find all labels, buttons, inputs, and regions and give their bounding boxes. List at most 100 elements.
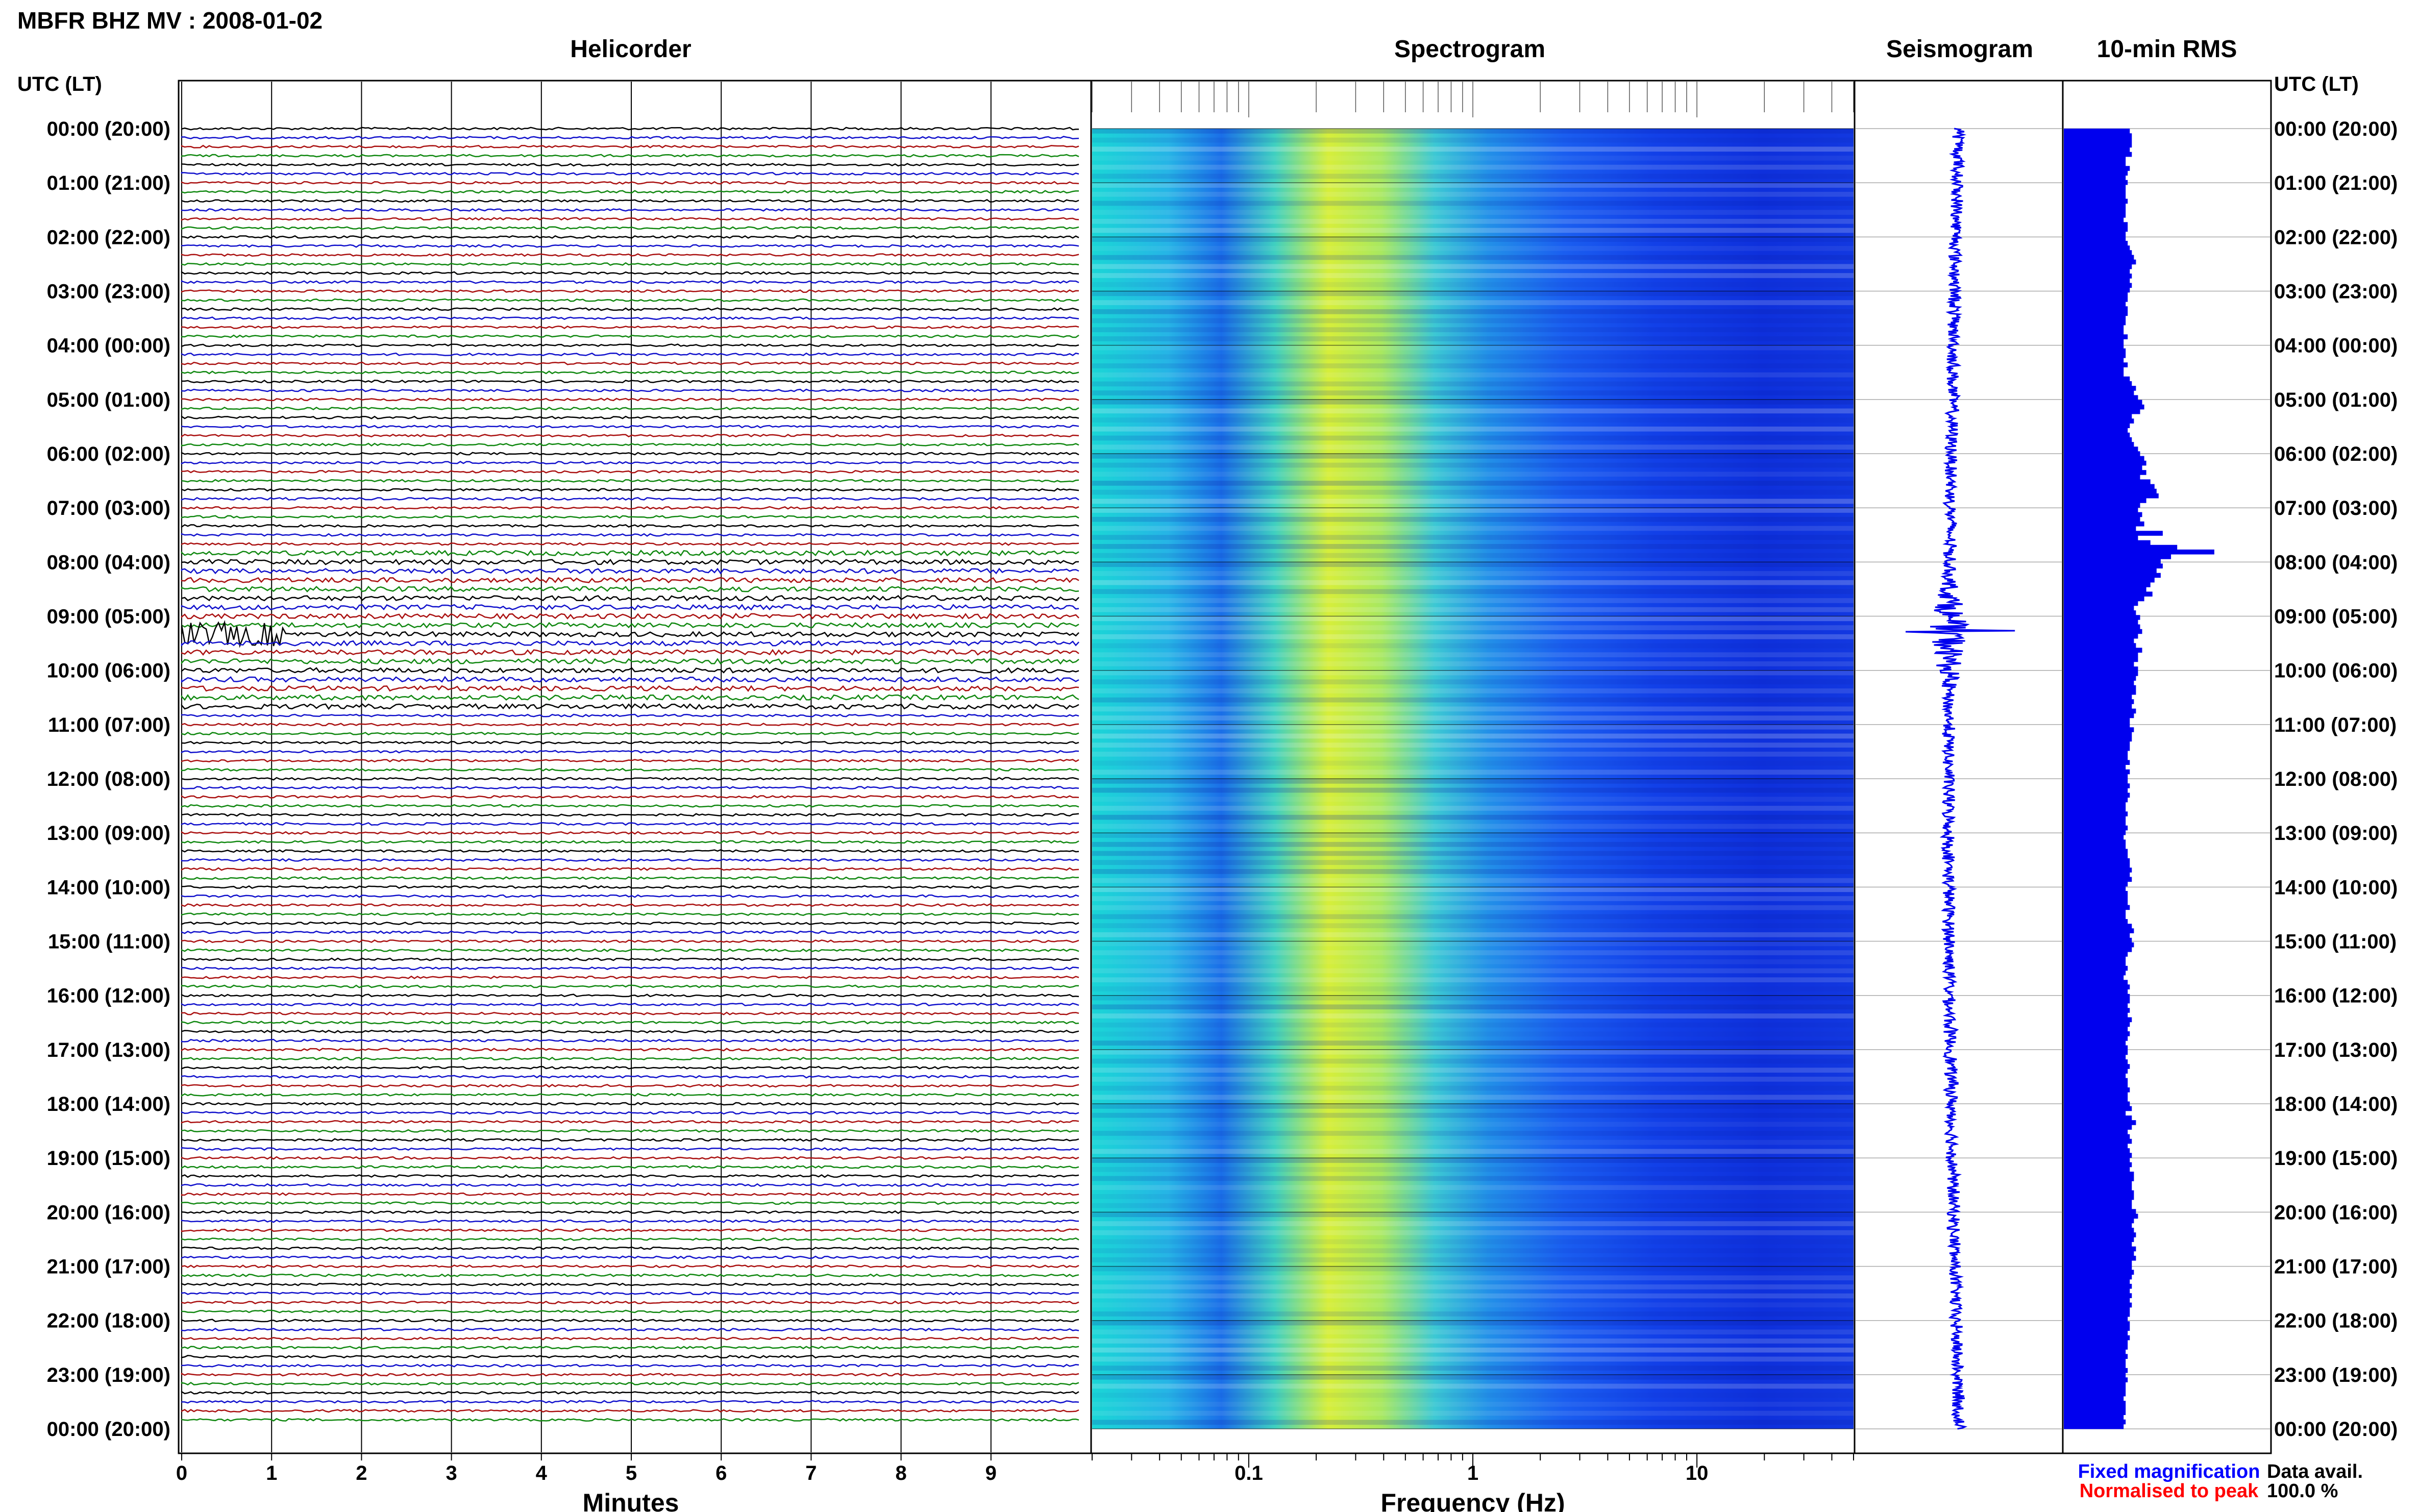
spectrogram-row-band: [1092, 634, 1854, 639]
spectrogram-row-band: [1092, 1095, 1854, 1100]
time-tick-right: 02:00 (22:00): [2274, 226, 2398, 249]
helicorder-trace: [181, 442, 1079, 447]
helicorder-trace: [181, 262, 1079, 266]
spectrogram-row-band: [1092, 1085, 1854, 1091]
helicorder-trace: [181, 1002, 1079, 1006]
spectrogram-row-band: [1092, 1239, 1854, 1245]
spectrogram-row-band: [1092, 309, 1854, 314]
spectrogram-row-band: [1092, 878, 1854, 883]
spectrogram-row-band: [1092, 508, 1854, 513]
time-tick-right: 19:00 (15:00): [2274, 1147, 2398, 1170]
spectrogram-row-band: [1092, 201, 1854, 206]
helicorder-x-tick-label: 6: [715, 1462, 727, 1484]
time-tick-right: 11:00 (07:00): [2274, 714, 2397, 736]
helicorder-trace: [181, 515, 1079, 519]
time-tick-right: 05:00 (01:00): [2274, 389, 2398, 411]
time-tick-left: 23:00 (19:00): [47, 1364, 170, 1386]
helicorder-trace: [181, 1084, 1079, 1088]
helicorder-trace: [181, 594, 1079, 602]
helicorder-trace: [181, 1056, 1079, 1061]
helicorder-trace: [181, 217, 1079, 221]
helicorder-x-tick-label: 0: [176, 1462, 187, 1484]
spectrogram-row-band: [1092, 887, 1854, 893]
time-tick-right: 09:00 (05:00): [2274, 606, 2398, 628]
spectrogram-row-band: [1092, 1366, 1854, 1371]
spectrogram-row-band: [1092, 1284, 1854, 1290]
spectrogram-row-band: [1092, 607, 1854, 612]
time-tick-right: 14:00 (10:00): [2274, 876, 2398, 899]
spectrogram-row-band: [1092, 589, 1854, 594]
spectrogram-row-band: [1092, 1320, 1854, 1326]
helicorder-trace: [181, 612, 1079, 620]
spectrogram-row-band: [1092, 833, 1854, 838]
helicorder-trace: [181, 1029, 1079, 1034]
spectrogram-row-band: [1092, 535, 1854, 540]
spectrogram-row-band: [1092, 390, 1854, 395]
spectrogram-row-band: [1092, 1022, 1854, 1028]
helicorder-trace: [181, 1346, 1079, 1350]
spectrogram-row-band: [1092, 860, 1854, 865]
helicorder-trace: [181, 858, 1079, 862]
spectrogram-row-band: [1092, 526, 1854, 531]
time-tick-right: 17:00 (13:00): [2274, 1039, 2398, 1061]
spectrogram-row-band: [1092, 1077, 1854, 1082]
spectrogram-row-band: [1092, 950, 1854, 955]
time-tick-left: 16:00 (12:00): [47, 985, 170, 1007]
helicorder-trace: [181, 840, 1079, 844]
helicorder-trace: [181, 506, 1079, 510]
spectrogram-row-band: [1092, 652, 1854, 657]
spectrogram-row-band: [1092, 553, 1854, 558]
helicorder-trace: [181, 163, 1079, 167]
time-tick-right: 21:00 (17:00): [2274, 1256, 2398, 1278]
spectrogram-row-band: [1092, 697, 1854, 703]
spectrogram-row-band: [1092, 724, 1854, 730]
spectrogram-row-band: [1092, 183, 1854, 188]
spectrogram-x-tick-label: 0.1: [1235, 1462, 1263, 1484]
seismogram-trace: [1905, 128, 2015, 1430]
spectrogram-row-band: [1092, 164, 1854, 170]
helicorder-title: Helicorder: [570, 36, 691, 63]
time-tick-left: 08:00 (04:00): [47, 551, 170, 574]
helicorder-trace: [181, 912, 1079, 916]
helicorder-x-tick-label: 1: [266, 1462, 277, 1484]
helicorder-trace: [181, 1364, 1079, 1368]
spectrogram-row-band: [1092, 218, 1854, 224]
spectrogram-row-band: [1092, 435, 1854, 441]
spectrogram-row-band: [1092, 806, 1854, 811]
helicorder-trace: [181, 1228, 1079, 1232]
spectrogram-row-band: [1092, 770, 1854, 775]
helicorder-trace: [181, 1165, 1079, 1170]
helicorder-trace: [181, 144, 1079, 148]
spectrogram-row-band: [1092, 1347, 1854, 1353]
helicorder-trace: [181, 1183, 1079, 1187]
spectrogram-row-band: [1092, 246, 1854, 251]
helicorder-trace: [181, 1381, 1079, 1386]
helicorder-x-ticks: 0 1 2 3 4 5 6 7 8 9: [176, 1453, 997, 1484]
time-tick-left: 12:00 (08:00): [47, 768, 170, 790]
spectrogram-row-band: [1092, 1410, 1854, 1416]
spectrogram-row-band: [1092, 851, 1854, 856]
helicorder-trace: [181, 370, 1079, 375]
helicorder-trace: [181, 966, 1079, 971]
spectrogram-row-band: [1092, 1311, 1854, 1317]
seismogram-panel: [1854, 80, 2064, 1454]
spectrogram-row-band: [1092, 643, 1854, 649]
spectrogram-row-band: [1092, 733, 1854, 739]
spectrogram-row-band: [1092, 255, 1854, 260]
spectrogram-row-band: [1092, 670, 1854, 676]
spectrogram-hour-lines: [1092, 128, 1854, 1429]
helicorder-trace: [181, 1292, 1079, 1296]
helicorder-trace: [181, 127, 1079, 131]
spectrogram-row-band: [1092, 156, 1854, 161]
spectrogram-row-band: [1092, 1122, 1854, 1127]
spectrogram-row-band: [1092, 481, 1854, 486]
spectrogram-row-band: [1092, 1139, 1854, 1145]
helicorder-trace: [181, 208, 1079, 212]
helicorder-trace: [181, 1300, 1079, 1304]
helicorder-trace: [181, 813, 1079, 817]
spectrogram-x-tick-label: 1: [1467, 1462, 1478, 1484]
helicorder-trace: [181, 1418, 1079, 1422]
time-tick-right: 00:00 (20:00): [2274, 118, 2398, 140]
helicorder-trace: [181, 190, 1079, 194]
